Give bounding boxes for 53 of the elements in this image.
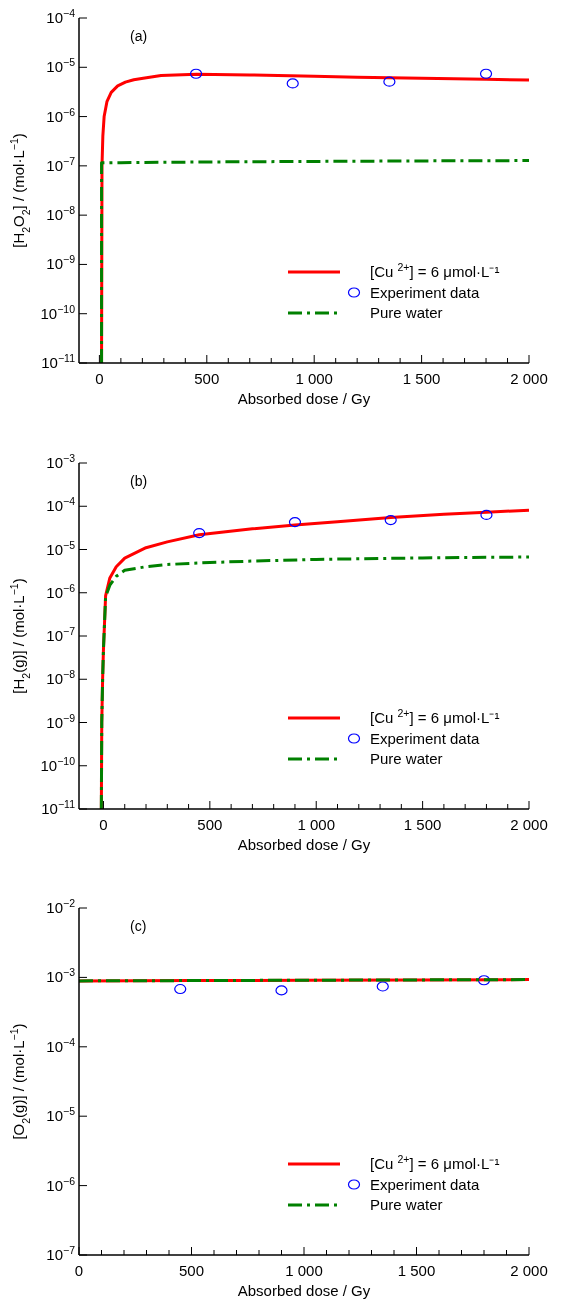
y-tick-label: 10$^{−8}$ (46, 204, 76, 224)
y-tick-label: 10$^{−5}$ (46, 538, 76, 558)
legend-label: Experiment data (370, 729, 480, 747)
legend-label: [Cu $^{2+}$] = 6 μmol·L⁻¹ (370, 707, 500, 726)
y-tick-label: 10$^{−11}$ (41, 798, 76, 817)
legend-label: Experiment data (370, 283, 480, 301)
x-tick-label: 0 (95, 370, 104, 387)
x-tick-label: 2 000 (510, 370, 548, 387)
x-axis-title: Absorbed dose / Gy (237, 1282, 371, 1299)
annotation: (a) (130, 28, 148, 44)
legend-label: Pure water (370, 750, 443, 767)
legend-label: [Cu $^{2+}$] = 6 μmol·L⁻¹ (370, 1153, 500, 1172)
legend-label: [Cu $^{2+}$] = 6 μmol·L⁻¹ (370, 261, 500, 280)
x-tick-label: 1 500 (397, 1262, 436, 1279)
x-tick-label: 1 000 (295, 370, 333, 387)
y-tick-label: 10$^{−10}$ (40, 754, 76, 774)
y-tick-label: 10$^{−3}$ (46, 452, 76, 471)
x-tick-label: 2 000 (510, 816, 548, 833)
y-tick-label: 10$^{−4}$ (46, 1035, 76, 1055)
x-tick-label: 1 500 (402, 370, 441, 387)
x-tick-label: 500 (197, 816, 223, 833)
y-tick-label: 10$^{−6}$ (46, 581, 76, 601)
x-tick-label: 0 (74, 1262, 84, 1279)
y-tick-label: 10$^{−3}$ (46, 966, 76, 986)
x-axis-title: Absorbed dose / Gy (237, 836, 371, 853)
legend-label: Experiment data (370, 1175, 480, 1193)
y-tick-label: 10$^{−4}$ (46, 495, 76, 515)
y-tick-label: 10$^{−7}$ (46, 1244, 76, 1263)
y-tick-label: 10$^{−11}$ (41, 352, 76, 371)
y-tick-label: 10$^{−4}$ (46, 7, 76, 26)
x-tick-label: 1 000 (285, 1262, 323, 1279)
y-tick-label: 10$^{−8}$ (46, 668, 76, 688)
x-tick-label: 500 (194, 370, 220, 387)
y-tick-label: 10$^{−9}$ (46, 253, 76, 273)
x-tick-label: 1 500 (403, 816, 442, 833)
x-tick-label: 0 (99, 816, 108, 833)
x-tick-label: 500 (178, 1262, 205, 1279)
y-tick-label: 10$^{−5}$ (46, 56, 76, 76)
annotation: (b) (130, 473, 148, 489)
x-tick-label: 1 000 (297, 816, 336, 833)
legend-label: Pure water (370, 1196, 443, 1213)
annotation: (c) (130, 918, 147, 934)
legend-label: Pure water (370, 304, 443, 321)
y-tick-label: 10$^{−7}$ (46, 625, 76, 644)
y-tick-label: 10$^{−2}$ (46, 897, 76, 916)
y-tick-label: 10$^{−6}$ (46, 1174, 76, 1194)
y-tick-label: 10$^{−6}$ (46, 105, 76, 125)
y-tick-label: 10$^{−9}$ (46, 711, 76, 731)
y-tick-label: 10$^{−7}$ (46, 154, 76, 174)
x-axis-title: Absorbed dose / Gy (237, 390, 371, 407)
x-tick-label: 2 000 (510, 1262, 548, 1279)
y-tick-label: 10$^{−10}$ (40, 302, 76, 322)
y-tick-label: 10$^{−5}$ (46, 1105, 76, 1125)
